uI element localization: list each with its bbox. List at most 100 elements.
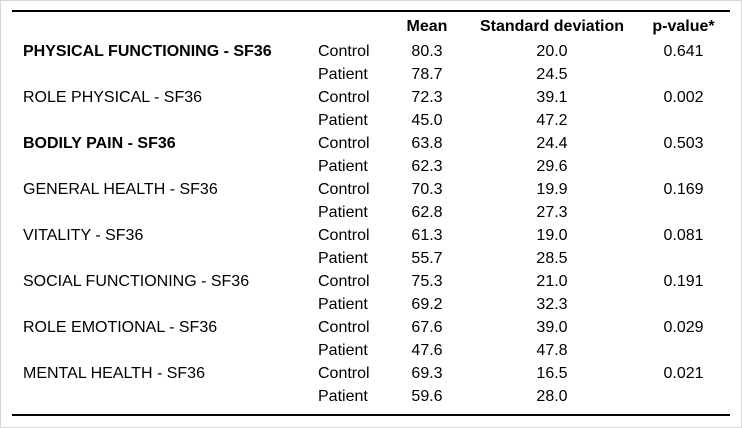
pvalue-cell: 0.169 — [663, 181, 704, 198]
group-cell: Patient — [318, 66, 368, 83]
group-cell: Control — [318, 135, 370, 152]
pvalue-cell: 0.191 — [663, 273, 704, 290]
sd-cell: 47.2 — [536, 112, 568, 129]
sd-cell: 39.0 — [536, 319, 568, 336]
mean-cell: 69.3 — [411, 365, 443, 382]
sd-cell: 16.5 — [536, 365, 568, 382]
table-row: Patient 62.8 27.3 — [12, 201, 730, 224]
scale-cell: MENTAL HEALTH - SF36 — [23, 365, 205, 382]
table-body: PHYSICAL FUNCTIONING - SF36 Control 80.3 20… — [12, 40, 730, 415]
sd-cell: 24.5 — [536, 66, 568, 83]
group-cell: Patient — [318, 388, 368, 405]
scale-cell — [12, 247, 307, 270]
pvalue-cell — [637, 155, 730, 178]
sd-cell: 47.8 — [536, 342, 568, 359]
scale-cell — [12, 201, 307, 224]
mean-cell: 62.8 — [411, 204, 443, 221]
sd-cell: 27.3 — [536, 204, 568, 221]
scale-cell: VITALITY - SF36 — [23, 227, 144, 244]
table-row: Patient 78.7 24.5 — [12, 63, 730, 86]
mean-cell: 59.6 — [411, 388, 443, 405]
sd-cell: 29.6 — [536, 158, 568, 175]
group-cell: Control — [318, 43, 370, 60]
group-cell: Patient — [318, 296, 368, 313]
group-cell: Patient — [318, 112, 368, 129]
pvalue-cell — [637, 293, 730, 316]
table-row: MENTAL HEALTH - SF36 Control 69.3 16.5 0.021 — [12, 362, 730, 385]
sd-cell: 20.0 — [536, 43, 568, 60]
sd-cell: 32.3 — [536, 296, 568, 313]
group-cell: Control — [318, 181, 370, 198]
table-row: Patient 47.6 47.8 — [12, 339, 730, 362]
pvalue-cell — [637, 339, 730, 362]
mean-cell: 62.3 — [411, 158, 443, 175]
table-row: BODILY PAIN - SF36 Control 63.8 24.4 0.503 — [12, 132, 730, 155]
group-cell: Patient — [318, 250, 368, 267]
mean-cell: 80.3 — [411, 43, 443, 60]
table-row: Patient 45.0 47.2 — [12, 109, 730, 132]
scale-cell: ROLE EMOTIONAL - SF36 — [23, 319, 218, 336]
pvalue-cell: 0.021 — [663, 365, 704, 382]
group-cell: Control — [318, 365, 370, 382]
scale-cell: ROLE PHYSICAL - SF36 — [23, 89, 203, 106]
group-cell: Control — [318, 319, 370, 336]
table-row: SOCIAL FUNCTIONING - SF36 Control 75.3 21.0… — [12, 270, 730, 293]
scale-cell — [12, 155, 307, 178]
scale-cell — [12, 109, 307, 132]
scale-cell: PHYSICAL FUNCTIONING - SF36 — [23, 43, 272, 60]
mean-cell: 78.7 — [411, 66, 443, 83]
mean-cell: 75.3 — [411, 273, 443, 290]
mean-cell: 70.3 — [411, 181, 443, 198]
group-cell: Control — [318, 89, 370, 106]
group-cell: Patient — [318, 204, 368, 221]
group-cell: Control — [318, 273, 370, 290]
mean-cell: 61.3 — [411, 227, 443, 244]
col-header-pvalue: p-value* — [652, 17, 715, 35]
sd-cell: 24.4 — [536, 135, 568, 152]
sd-cell: 28.5 — [536, 250, 568, 267]
table-row: Patient 69.2 32.3 — [12, 293, 730, 316]
sd-cell: 21.0 — [536, 273, 568, 290]
sd-cell: 19.9 — [536, 181, 568, 198]
scale-cell — [12, 339, 307, 362]
pvalue-cell: 0.081 — [663, 227, 704, 244]
scale-cell — [12, 293, 307, 316]
scale-cell: SOCIAL FUNCTIONING - SF36 — [23, 273, 250, 290]
pvalue-cell — [637, 109, 730, 132]
mean-cell: 67.6 — [411, 319, 443, 336]
table-row: Patient 59.6 28.0 — [12, 385, 730, 415]
col-header-group — [307, 11, 387, 40]
mean-cell: 72.3 — [411, 89, 443, 106]
table-row: ROLE PHYSICAL - SF36 Control 72.3 39.1 0.002 — [12, 86, 730, 109]
mean-cell: 55.7 — [411, 250, 443, 267]
table-row: ROLE EMOTIONAL - SF36 Control 67.6 39.0 0.02… — [12, 316, 730, 339]
table-row: GENERAL HEALTH - SF36 Control 70.3 19.9 0.16… — [12, 178, 730, 201]
pvalue-cell — [637, 247, 730, 270]
col-header-scale — [12, 11, 307, 40]
pvalue-cell — [637, 385, 730, 415]
pvalue-cell: 0.029 — [663, 319, 704, 336]
scale-cell — [12, 385, 307, 415]
sd-cell: 19.0 — [536, 227, 568, 244]
pvalue-cell — [637, 201, 730, 224]
scale-cell: BODILY PAIN - SF36 — [23, 135, 176, 152]
mean-cell: 69.2 — [411, 296, 443, 313]
col-header-sd: Standard deviation — [479, 17, 625, 35]
mean-cell: 47.6 — [411, 342, 443, 359]
scale-cell: GENERAL HEALTH - SF36 — [23, 181, 218, 198]
pvalue-cell: 0.641 — [663, 43, 704, 60]
scale-cell — [12, 63, 307, 86]
mean-cell: 63.8 — [411, 135, 443, 152]
table-row: Patient 62.3 29.6 — [12, 155, 730, 178]
group-cell: Control — [318, 227, 370, 244]
sf36-results-table: Mean Standard deviation p-value* PHYSICA… — [12, 10, 730, 416]
group-cell: Patient — [318, 342, 368, 359]
pvalue-cell: 0.002 — [663, 89, 704, 106]
table-row: PHYSICAL FUNCTIONING - SF36 Control 80.3 20… — [12, 40, 730, 63]
header-row: Mean Standard deviation p-value* — [12, 11, 730, 40]
table-row: VITALITY - SF36 Control 61.3 19.0 0.081 — [12, 224, 730, 247]
sd-cell: 39.1 — [536, 89, 568, 106]
table-row: Patient 55.7 28.5 — [12, 247, 730, 270]
col-header-mean: Mean — [406, 17, 448, 35]
